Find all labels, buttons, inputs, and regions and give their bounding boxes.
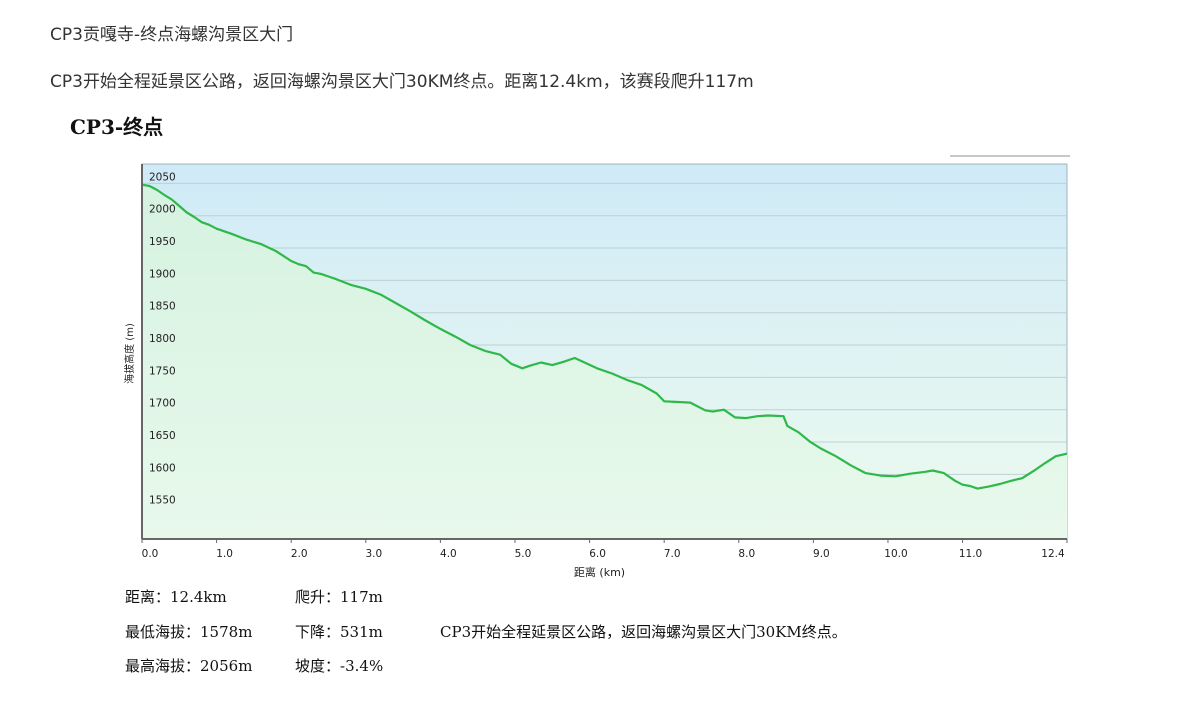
x-tick-label: 1.0 (216, 548, 233, 560)
x-tick-label: 8.0 (738, 548, 755, 560)
divider-line (950, 155, 1070, 157)
y-axis-label: 海拔高度 (m) (123, 323, 136, 384)
y-tick-label: 1750 (149, 365, 176, 377)
stat-max-altitude-value: 2056m (200, 657, 253, 675)
x-axis-label: 距离 (km) (574, 565, 625, 579)
stat-min-altitude-value: 1578m (200, 623, 253, 641)
stat-distance-label: 距离： (125, 588, 171, 606)
stat-distance-value: 12.4km (170, 588, 227, 606)
y-tick-label: 1900 (149, 268, 176, 280)
y-tick-label: 1800 (149, 333, 176, 345)
x-tick-label: 11.0 (959, 548, 982, 560)
y-tick-label: 1600 (149, 462, 176, 474)
y-tick-label: 2000 (149, 204, 176, 216)
stat-min-altitude: 最低海拔：1578m (125, 621, 252, 642)
x-tick-label: 5.0 (515, 548, 532, 560)
elevation-area-fill (142, 184, 1067, 539)
x-tick-label: 6.0 (589, 548, 606, 560)
stat-descent-value: 531m (340, 623, 383, 641)
x-tick-label: 0.0 (142, 548, 159, 560)
stat-description: CP3开始全程延景区公路，返回海螺沟景区大门30KM终点。 (440, 623, 847, 641)
stat-slope: 坡度：-3.4% (295, 655, 383, 676)
y-tick-label: 1650 (149, 430, 176, 442)
y-tick-labels: 1550 1600 1650 1700 1750 1800 1850 1900 1950 2000… (149, 171, 176, 506)
stat-climb-value: 117m (340, 588, 383, 606)
stat-climb-label: 爬升： (295, 588, 341, 606)
chart-image-title: CP3-终点 (70, 115, 164, 139)
x-tick-label: 4.0 (440, 548, 457, 560)
axes (141, 164, 1067, 540)
y-tick-label: 1850 (149, 301, 176, 313)
stat-climb: 爬升：117m (295, 586, 383, 607)
y-tick-label: 1700 (149, 398, 176, 410)
x-tick-labels: 0.0 1.0 2.0 3.0 4.0 5.0 6.0 7.0 8.0 9.0 10.0 11.0 12… (141, 539, 1068, 560)
stat-slope-value: -3.4% (340, 657, 384, 675)
stat-slope-label: 坡度： (295, 657, 341, 675)
section-description: CP3开始全程延景区公路，返回海螺沟景区大门30KM终点。距离12.4km，该赛… (50, 72, 754, 92)
x-tick-label: 2.0 (291, 548, 308, 560)
y-tick-label: 1550 (149, 495, 176, 507)
x-tick-label: 3.0 (365, 548, 382, 560)
stat-max-altitude-label: 最高海拔： (125, 657, 201, 675)
stat-descent-label: 下降： (295, 623, 341, 641)
x-tick-label: 9.0 (813, 548, 830, 560)
x-tick-label: 7.0 (664, 548, 681, 560)
x-tick-label: 10.0 (884, 548, 907, 560)
y-tick-label: 1950 (149, 236, 176, 248)
stat-distance: 距离：12.4km (125, 586, 227, 607)
stat-min-altitude-label: 最低海拔： (125, 623, 201, 641)
elevation-series-line (141, 183, 1068, 490)
y-tick-label: 2050 (149, 171, 176, 183)
x-tick-label: 12.4 (1041, 548, 1065, 560)
stat-max-altitude: 最高海拔：2056m (125, 655, 252, 676)
stat-descent: 下降：531m (295, 621, 383, 642)
section-heading: CP3贡嘎寺-终点海螺沟景区大门 (50, 25, 294, 45)
